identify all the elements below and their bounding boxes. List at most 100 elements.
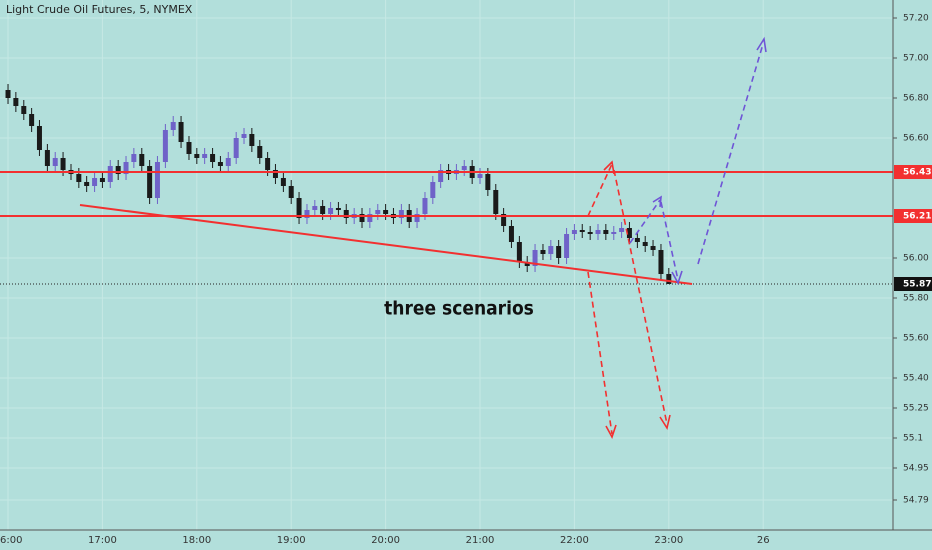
candle-body — [29, 114, 35, 126]
level-label: 56.21 — [903, 212, 931, 222]
candle-body — [343, 210, 349, 218]
x-tick-label: 16:00 — [0, 535, 22, 546]
candle-body — [84, 182, 90, 186]
candle-body — [194, 154, 200, 158]
candle-body — [44, 150, 50, 166]
last-price-tag — [894, 277, 932, 291]
y-tick-label: 55.25 — [903, 404, 929, 414]
candle-body — [36, 126, 42, 150]
candle-body — [21, 106, 27, 114]
candle-body — [367, 214, 373, 222]
candle-body — [556, 246, 562, 258]
candle-body — [217, 162, 223, 166]
candle-body — [548, 246, 554, 254]
candle-body — [485, 174, 491, 190]
candle-body — [288, 186, 294, 198]
candle-body — [587, 232, 593, 234]
candle-body — [540, 250, 546, 254]
candle-body — [131, 154, 137, 162]
candle-body — [508, 226, 514, 242]
y-tick-label: 56.60 — [903, 134, 929, 144]
candle-body — [115, 166, 121, 174]
candle-body — [241, 134, 247, 138]
candle-body — [430, 182, 436, 198]
candle-body — [233, 138, 239, 158]
candle-body — [398, 210, 404, 218]
y-tick-label: 54.79 — [903, 496, 929, 506]
candle-body — [280, 178, 286, 186]
candle-body — [249, 134, 255, 146]
candle-body — [359, 214, 365, 222]
candle-body — [564, 234, 570, 258]
candle-body — [626, 228, 632, 238]
candle-body — [501, 214, 507, 226]
candle-body — [304, 210, 310, 218]
trend-line — [79, 204, 693, 285]
candle-body — [5, 90, 11, 98]
candle-body — [619, 228, 625, 232]
candle-body — [312, 206, 318, 210]
chart-title: Light Crude Oil Futures, 5, NYMEX — [6, 3, 193, 16]
level-tag — [894, 209, 932, 223]
candle-body — [107, 166, 113, 182]
candle-body — [422, 198, 428, 214]
candle-body — [60, 158, 66, 170]
candles — [0, 84, 893, 285]
candle-body — [603, 230, 609, 234]
y-tick-label: 57.00 — [903, 54, 929, 64]
candle-body — [257, 146, 263, 158]
x-tick-label: 22:00 — [560, 535, 589, 546]
candle-body — [571, 230, 577, 234]
purple-arrows — [629, 36, 767, 285]
candle-body — [170, 122, 176, 130]
candle-body — [383, 210, 389, 214]
y-tick-label: 56.80 — [903, 94, 929, 104]
candle-body — [658, 250, 664, 274]
candle-body — [123, 162, 129, 174]
candle-body — [13, 98, 19, 106]
candle-body — [147, 166, 153, 198]
y-tick-label: 56.00 — [903, 254, 929, 264]
candle-body — [650, 246, 656, 250]
level-tag — [894, 165, 932, 179]
candle-body — [524, 262, 530, 266]
candle-body — [642, 242, 648, 246]
candle-body — [139, 154, 145, 166]
candle-body — [296, 198, 302, 218]
y-tick-label: 55.40 — [903, 374, 929, 384]
level-label: 56.43 — [903, 168, 931, 178]
candle-body — [493, 190, 499, 214]
candle-body — [225, 158, 231, 166]
last-price-label: 55.87 — [903, 280, 931, 290]
price-axis — [893, 0, 932, 530]
red-arrows — [587, 160, 671, 439]
candle-body — [328, 208, 334, 214]
x-tick-label: 18:00 — [182, 535, 211, 546]
x-tick-label: 17:00 — [88, 535, 117, 546]
grid — [0, 0, 893, 530]
drawings: three scenarios — [79, 36, 767, 439]
candle-body — [516, 242, 522, 262]
y-tick-label: 55.1 — [903, 434, 923, 444]
candle-body — [154, 162, 160, 198]
candle-body — [611, 232, 617, 234]
axes: 16:00 17:00 18:00 19:00 20:00 21:00 22:00 23:00… — [0, 14, 932, 546]
x-tick-label: 19:00 — [277, 535, 306, 546]
candle-body — [461, 166, 467, 170]
y-tick-label: 54.95 — [903, 464, 929, 474]
candle-body — [532, 250, 538, 266]
candle-body — [477, 174, 483, 178]
y-tick-label: 55.80 — [903, 294, 929, 304]
candle-body — [202, 154, 208, 158]
annotation: three scenarios — [384, 298, 534, 320]
x-tick-label: 21:00 — [466, 535, 495, 546]
candle-body — [438, 170, 444, 182]
candle-body — [634, 238, 640, 242]
candle-body — [99, 178, 105, 182]
candle-body — [320, 206, 326, 214]
candle-body — [666, 274, 672, 284]
candle-body — [265, 158, 271, 170]
